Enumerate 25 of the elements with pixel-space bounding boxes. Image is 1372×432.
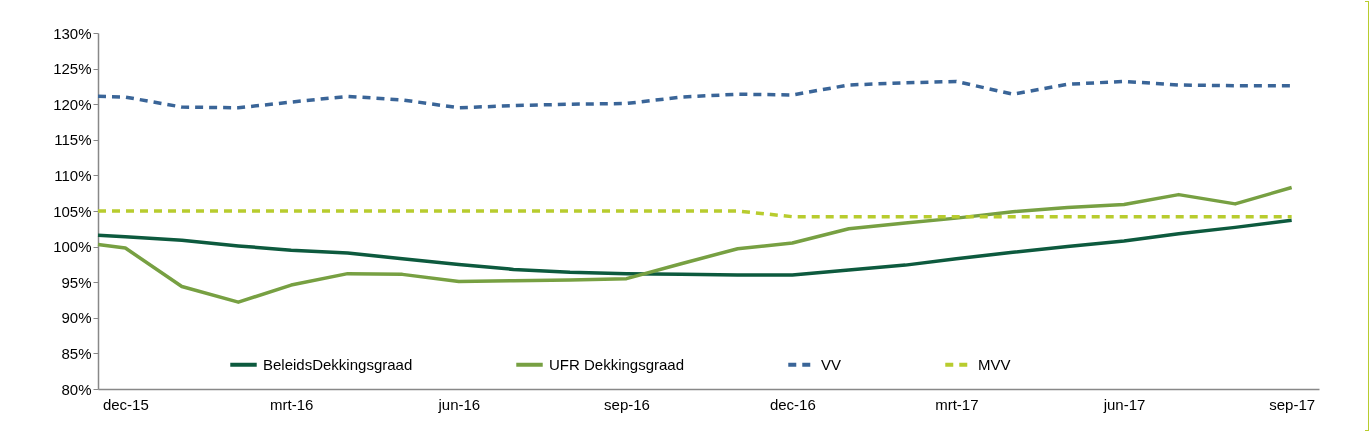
y-tick-label: 125% — [53, 60, 92, 78]
legend-label: MVV — [978, 355, 1011, 373]
x-tick-label: jun-17 — [1102, 395, 1146, 413]
x-tick-label: sep-16 — [604, 395, 650, 413]
legend-label: VV — [821, 355, 842, 373]
y-tick-label: 120% — [53, 95, 92, 113]
y-tick-label: 85% — [61, 344, 92, 362]
y-tick-label: 100% — [53, 238, 92, 256]
y-tick-label: 130% — [53, 24, 92, 42]
y-tick-label: 95% — [61, 273, 92, 291]
y-tick-label: 115% — [54, 131, 92, 149]
y-tick-label: 80% — [61, 380, 92, 398]
y-tick-label: 110% — [54, 166, 92, 184]
legend-label: UFR Dekkingsgraad — [549, 355, 685, 373]
y-tick-label: 105% — [53, 202, 92, 220]
x-tick-label: jun-16 — [437, 395, 481, 413]
line-series — [96, 218, 1294, 277]
x-tick-label: dec-16 — [769, 395, 816, 413]
x-tick-label: sep-17 — [1269, 395, 1316, 413]
x-tick-label: mrt-16 — [270, 395, 314, 413]
legend-label: BeleidsDekkingsgraad — [263, 355, 413, 373]
x-tick-label: dec-15 — [102, 395, 149, 413]
x-tick-label: mrt-17 — [935, 395, 979, 413]
line-series — [96, 185, 1294, 304]
y-tick-label: 90% — [61, 309, 92, 327]
